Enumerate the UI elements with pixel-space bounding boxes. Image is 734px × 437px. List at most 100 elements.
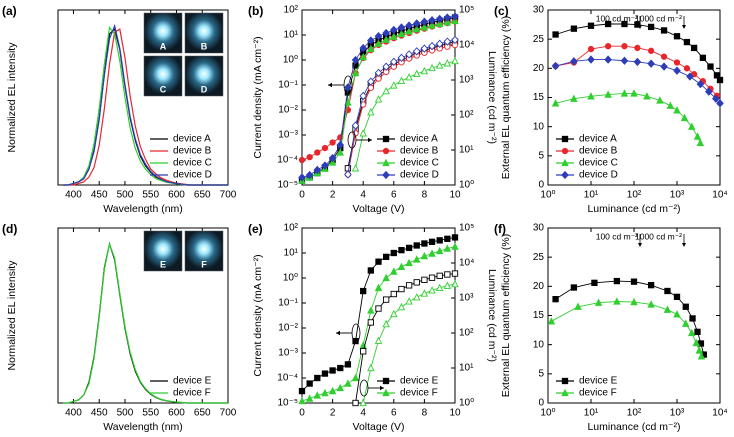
marker [696, 138, 705, 147]
legend-label: device D [400, 170, 439, 181]
marker [696, 79, 705, 89]
y-axis-label: Current density (mA cm⁻²) [252, 254, 264, 376]
marker [298, 156, 306, 164]
marker [306, 154, 313, 161]
legend-label: device F [173, 388, 211, 399]
marker [336, 383, 344, 392]
marker [382, 86, 390, 95]
marker [613, 277, 621, 285]
y2-tick-label: 10¹ [459, 145, 474, 156]
series-line [63, 23, 228, 186]
marker [435, 246, 444, 255]
marker [633, 57, 642, 67]
marker [397, 29, 406, 38]
marker [382, 62, 390, 71]
x-tick-label: 400 [65, 190, 82, 201]
inset-label: A [160, 41, 167, 51]
legend-marker [382, 158, 390, 167]
x-axis-label: Luminance (cd m⁻²) [587, 203, 680, 215]
x-tick-label: 4 [360, 190, 366, 201]
x-tick-label: 8 [422, 408, 428, 419]
marker [389, 57, 398, 67]
marker [359, 398, 367, 407]
marker [570, 25, 578, 32]
y-tick-label: 10⁻² [278, 323, 298, 334]
x-tick-label: 550 [142, 408, 159, 419]
y-tick-label: 10⁻¹ [278, 80, 298, 91]
marker [420, 66, 429, 75]
marker [313, 165, 322, 175]
y-axis-label: Normalized EL intensity [6, 42, 18, 153]
y-tick-label: 25 [533, 34, 545, 45]
marker [383, 296, 390, 303]
y-tick-label: 20 [533, 281, 545, 292]
x-tick-label: 10³ [670, 408, 685, 419]
marker [694, 328, 701, 335]
marker [435, 61, 444, 69]
marker [428, 21, 436, 29]
series-line [63, 241, 228, 404]
marker [306, 380, 313, 387]
x-tick-label: 700 [220, 408, 237, 419]
marker [673, 66, 681, 75]
legend-label: device D [173, 170, 212, 181]
marker [435, 19, 444, 27]
legend-label: device F [400, 388, 438, 399]
marker [692, 338, 700, 347]
marker [630, 89, 638, 97]
x-tick-label: 550 [142, 190, 159, 201]
marker [435, 39, 444, 48]
panel-label: (b) [248, 4, 263, 18]
marker [305, 170, 314, 180]
x-tick-label: 650 [194, 408, 211, 419]
legend-marker [382, 135, 390, 143]
marker [382, 28, 390, 38]
marker [621, 43, 628, 50]
marker [697, 352, 706, 360]
marker [604, 43, 612, 50]
y-tick-label: 10⁻⁴ [277, 155, 298, 166]
y2-axis-label: Luminance (cd m⁻²) [486, 269, 498, 362]
y-tick-label: 10 [533, 339, 545, 350]
marker [551, 61, 560, 71]
legend-label: device B [400, 146, 439, 157]
y-axis-label: Normalized EL intensity [6, 260, 18, 371]
marker [716, 76, 724, 84]
marker [552, 296, 559, 303]
marker [689, 315, 696, 322]
marker [382, 319, 390, 328]
marker [298, 387, 306, 395]
x-tick-label: 4 [360, 408, 366, 419]
legend-marker [561, 158, 569, 167]
x-tick-label: 600 [168, 190, 185, 201]
marker [574, 302, 582, 310]
marker [421, 276, 428, 284]
marker [420, 17, 429, 26]
marker [367, 363, 375, 372]
marker [344, 170, 352, 179]
y-tick-label: 0 [538, 180, 544, 191]
marker [389, 25, 398, 35]
marker [329, 139, 336, 146]
marker [420, 23, 429, 31]
legend-label: device C [173, 158, 212, 169]
marker [683, 38, 691, 46]
marker [359, 43, 368, 53]
y-tick-label: 0 [538, 398, 544, 409]
marker [620, 56, 629, 65]
annotation: 100 cd m⁻² [596, 231, 638, 241]
marker [687, 328, 696, 337]
marker [305, 394, 314, 402]
x-tick-label: 2 [330, 190, 336, 201]
marker [412, 19, 421, 28]
marker [436, 272, 443, 279]
marker [321, 370, 329, 377]
marker [673, 106, 681, 114]
marker [587, 92, 595, 100]
series-line [555, 59, 721, 104]
marker [367, 319, 374, 326]
marker [397, 53, 406, 62]
y2-tick-label: 10² [459, 110, 474, 121]
legend-label: device E [579, 376, 618, 387]
marker [374, 95, 383, 103]
